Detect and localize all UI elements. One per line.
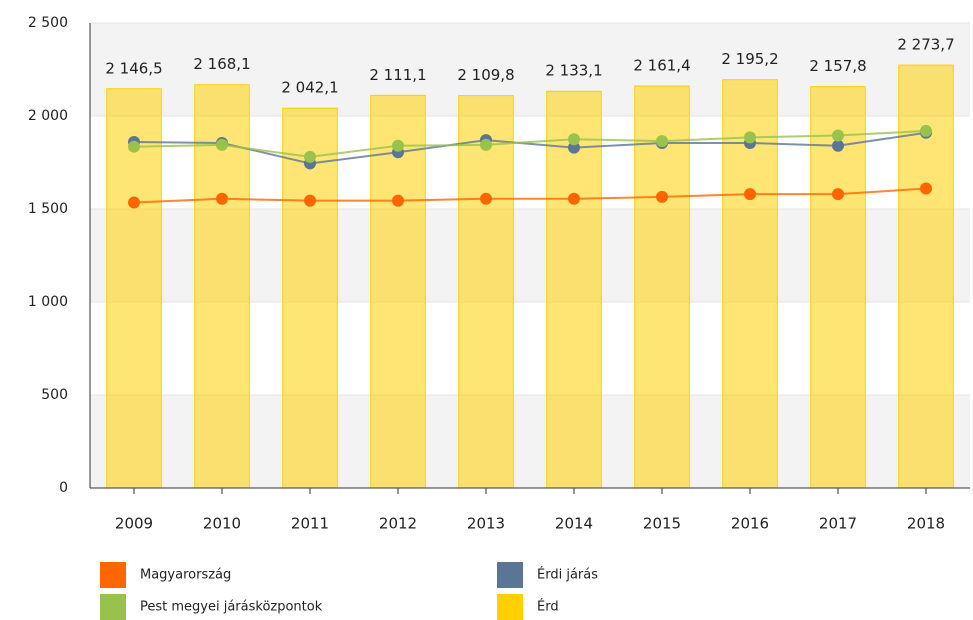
point — [304, 150, 316, 163]
x-tick-label: 2016 — [731, 515, 769, 533]
point — [744, 188, 756, 201]
legend-swatch — [100, 562, 126, 588]
data-label: 2 157,8 — [809, 57, 866, 75]
legend-label: Magyarország — [140, 568, 231, 583]
point — [216, 138, 228, 151]
data-label: 2 109,8 — [457, 66, 514, 84]
legend-swatch — [497, 562, 523, 588]
line — [133, 131, 927, 165]
x-tick-label: 2009 — [115, 515, 153, 533]
point — [480, 192, 492, 205]
point — [304, 194, 316, 207]
point — [480, 138, 492, 151]
data-label: 2 168,1 — [193, 55, 250, 73]
x-tick-label: 2013 — [467, 515, 505, 533]
legend-swatch — [100, 594, 126, 620]
point — [832, 139, 844, 152]
bar — [194, 84, 250, 489]
data-label: 2 195,2 — [721, 50, 778, 68]
legend-label: Pest megyei járásközpontok — [140, 600, 323, 615]
legend-label: Érdi járás — [537, 567, 598, 583]
bar — [634, 85, 690, 489]
x-tick-label: 2012 — [379, 515, 417, 533]
y-tick-label: 500 — [41, 387, 68, 403]
data-label: 2 133,1 — [545, 62, 602, 80]
data-label: 2 042,1 — [281, 79, 338, 97]
point — [568, 141, 580, 154]
data-label: 2 111,1 — [369, 66, 426, 84]
point — [392, 139, 404, 152]
line — [133, 187, 927, 204]
legend-label: Érd — [537, 599, 559, 615]
point — [832, 129, 844, 142]
y-tick-label: 2 000 — [28, 108, 68, 124]
y-tick-label: 2 500 — [28, 15, 68, 31]
point — [920, 124, 932, 137]
bar — [282, 107, 338, 489]
point — [216, 192, 228, 205]
point — [744, 131, 756, 144]
bar — [370, 94, 426, 489]
data-label: 2 146,5 — [105, 59, 162, 77]
bar — [810, 86, 866, 489]
point — [656, 135, 668, 148]
line — [133, 129, 927, 158]
y-tick-label: 1 000 — [28, 294, 68, 310]
y-tick-label: 0 — [59, 480, 68, 496]
point — [128, 196, 140, 209]
point — [568, 133, 580, 146]
x-tick-label: 2018 — [907, 515, 945, 533]
point — [920, 182, 932, 195]
x-tick-label: 2010 — [203, 515, 241, 533]
x-tick-label: 2017 — [819, 515, 857, 533]
point — [656, 190, 668, 203]
y-tick-label: 1 500 — [28, 201, 68, 217]
data-label: 2 273,7 — [897, 36, 954, 54]
point — [128, 140, 140, 153]
x-tick-label: 2011 — [291, 515, 329, 533]
point — [832, 188, 844, 201]
legend-swatch — [497, 594, 523, 620]
point — [568, 192, 580, 205]
data-label: 2 161,4 — [633, 56, 690, 74]
x-tick-label: 2015 — [643, 515, 681, 533]
bar — [106, 88, 162, 489]
bar — [458, 95, 514, 489]
point — [392, 194, 404, 207]
x-tick-label: 2014 — [555, 515, 593, 533]
